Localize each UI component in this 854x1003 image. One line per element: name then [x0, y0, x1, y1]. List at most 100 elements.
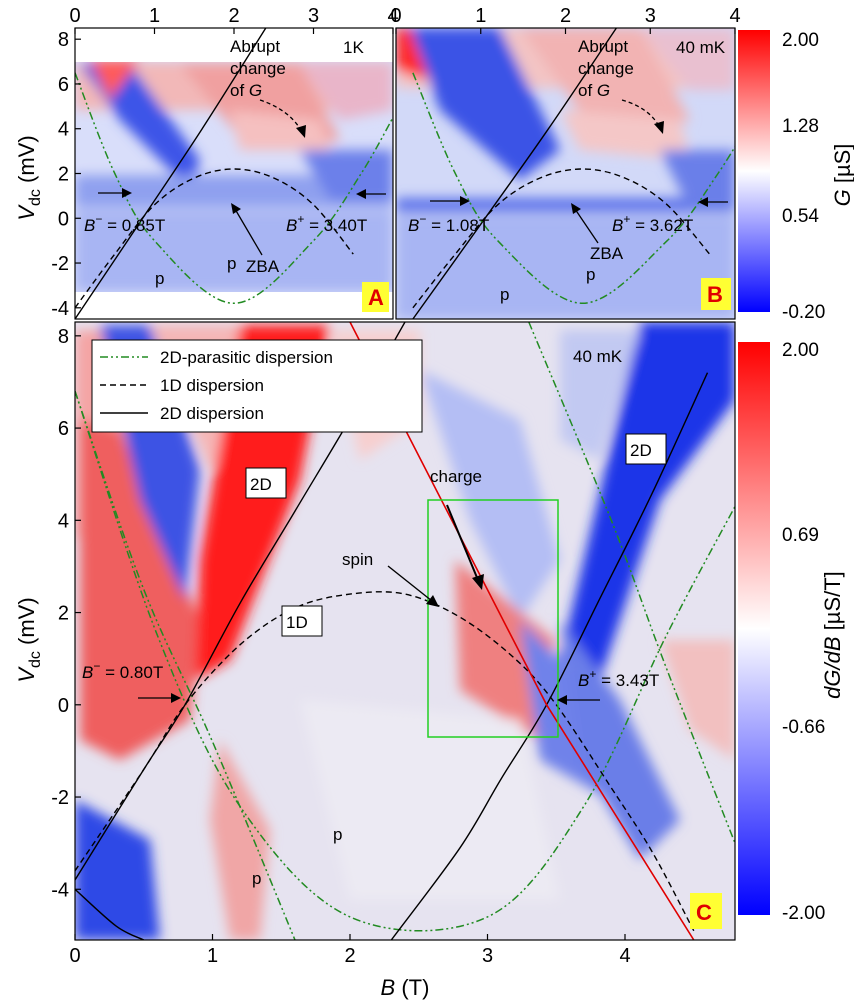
charge-arrowhead [472, 574, 484, 590]
bplus-sup: + [297, 212, 304, 226]
xlabel-c-main: B [381, 975, 396, 1000]
panel-b-temperature: 40 mK [676, 38, 726, 57]
bplus-b-b: B [612, 216, 623, 235]
panel-a-ylabel: Vdc (mV) [14, 135, 44, 220]
ticksA-ytick-label-6: 8 [58, 29, 69, 51]
bminus-b: B [84, 216, 95, 235]
colorbar-dg-gradient [738, 342, 770, 915]
ticksA-ytick-label-1: -2 [51, 253, 69, 275]
abrupt-b-arrowhead [654, 121, 664, 134]
colorbar-dg: 2.00 0.69 -0.66 -2.00 dG/dB [µS/T] [738, 340, 845, 924]
panel-b-letter-box [701, 278, 731, 310]
bminus-b-b: B [408, 216, 419, 235]
ticksB-xtick-label-4: 4 [729, 5, 740, 27]
bminus-b-value: = 1.08T [426, 216, 489, 235]
panel-c-charge-line [349, 322, 695, 940]
abrupt-b-g: G [597, 81, 610, 100]
charge-arrow [446, 504, 479, 581]
panel-a-temperature: 1K [343, 38, 364, 57]
panel-c-ticks: 0 1 2 3 4 -4 -2 0 2 4 6 8 [51, 326, 630, 967]
ylabel-a-unit: (mV) [14, 135, 39, 189]
bplus-b-value: = 3.62T [630, 216, 693, 235]
panel-c-curves [75, 322, 735, 940]
abrupt-line-1: Abrupt [230, 37, 280, 56]
ylabel-a-sub: dc [27, 189, 44, 206]
panel-b-curves [412, 28, 735, 319]
colorbar-g-tick-2: 0.54 [782, 206, 819, 227]
panel-b-p-left: p [500, 285, 509, 304]
colorbar-g-label-main: G [830, 189, 854, 206]
ticksA-ytick-label-3: 2 [58, 164, 69, 186]
label-1d: 1D [286, 613, 308, 632]
ticksC-ytick-label-6: 8 [58, 326, 69, 348]
abrupt-line-2: change [230, 59, 286, 78]
panel-a-zba: ZBA [246, 257, 280, 276]
colorbar-g-label: G [µS] [830, 144, 854, 207]
bminus-c-b: B [82, 663, 93, 682]
colorbar-dg-tick-3: -2.00 [782, 903, 825, 924]
spin-label: spin [342, 550, 373, 569]
legend-box [91, 339, 423, 433]
zba-arrowhead-b [571, 203, 581, 214]
panel-a-curves [75, 28, 393, 319]
bminus-b-sup: − [419, 212, 426, 226]
panel-c-2d-dispersion-right [390, 372, 709, 940]
ylabel-c-unit: (mV) [14, 597, 39, 651]
colorbar-g-label-unit: [µS] [830, 144, 854, 190]
panel-b-heatmap [396, 28, 735, 319]
ticksC-xtick-label-0: 0 [69, 945, 80, 967]
bplus-value: = 3.40T [304, 216, 367, 235]
panel-c: 40 mK 2D-parasitic dispersion 1D dispers… [51, 321, 736, 967]
legend-entry-parasitic: 2D-parasitic dispersion [160, 348, 333, 367]
colorbar-dg-tick-1: 0.69 [782, 525, 819, 546]
colorbar-dg-tick-2: -0.66 [782, 717, 825, 738]
ylabel-c-sub: dc [27, 651, 44, 668]
bminus-value: = 0.85T [102, 216, 165, 235]
panel-c-letter: C [696, 900, 712, 925]
bplus-c-sup: + [589, 667, 596, 681]
panel-c-parasitic-dispersion-lower [75, 390, 735, 932]
bplus-b-sup: + [623, 212, 630, 226]
colorbar-dg-label-main: dG/dB [820, 636, 845, 698]
ticksB-xtick-label-2: 2 [560, 5, 571, 27]
ticksC-xtick-label-2: 2 [344, 945, 355, 967]
zba-arrow-b [574, 208, 599, 244]
colorbar-dg-tick-0: 2.00 [782, 340, 819, 361]
panel-a-2d-dispersion [75, 28, 267, 319]
colorbar-g-tick-1: 1.28 [782, 116, 819, 137]
panel-a-bminus: B− = 0.85T [84, 212, 165, 235]
panel-a-bplus: B+ = 3.40T [286, 212, 367, 235]
abrupt-b-line-3: of G [578, 81, 610, 100]
panel-a-ticks: 0 1 2 3 4 -4 -2 0 2 4 6 8 [51, 5, 398, 320]
bminus-arrowhead-b [460, 196, 470, 206]
ticksA-ytick-label-2: 0 [58, 208, 69, 230]
panel-c-parasitic-dispersion-left [75, 390, 296, 940]
bplus-b: B [286, 216, 297, 235]
colorbar-dg-label: dG/dB [µS/T] [820, 571, 845, 699]
ticksC-ytick-label-1: -2 [51, 787, 69, 809]
panel-b-p-right: p [586, 265, 595, 284]
label-1d-box [281, 605, 323, 637]
ticksA-xtick-label-1: 1 [149, 5, 160, 27]
panel-b-letter: B [707, 282, 723, 307]
highlight-box [427, 499, 559, 738]
panel-c-letter-box [690, 893, 722, 929]
colorbar-dg-label-unit: [µS/T] [820, 571, 845, 636]
abrupt-b-line-1: Abrupt [578, 37, 628, 56]
ticksB-xtick-label-3: 3 [645, 5, 656, 27]
abrupt-of: of [230, 81, 249, 100]
bplus-c-b: B [578, 671, 589, 690]
ticksB-xtick-label-1: 1 [475, 5, 486, 27]
panel-a: 1K Abrupt change of G ZBA B− = 0.85T B+ … [51, 5, 398, 320]
panel-c-1d-dispersion [75, 591, 695, 932]
panel-a-letter: A [368, 285, 384, 310]
label-2d-right: 2D [630, 441, 652, 460]
panel-a-parasitic-dispersion [75, 72, 393, 305]
panel-b-zba: ZBA [590, 244, 624, 263]
ticksA-xtick-label-2: 2 [228, 5, 239, 27]
ticksC-xtick-label-4: 4 [619, 945, 630, 967]
panel-c-2d-dispersion-corner [75, 888, 145, 940]
panel-c-bminus: B− = 0.80T [82, 659, 163, 682]
bminus-arrowhead-a [122, 188, 132, 198]
